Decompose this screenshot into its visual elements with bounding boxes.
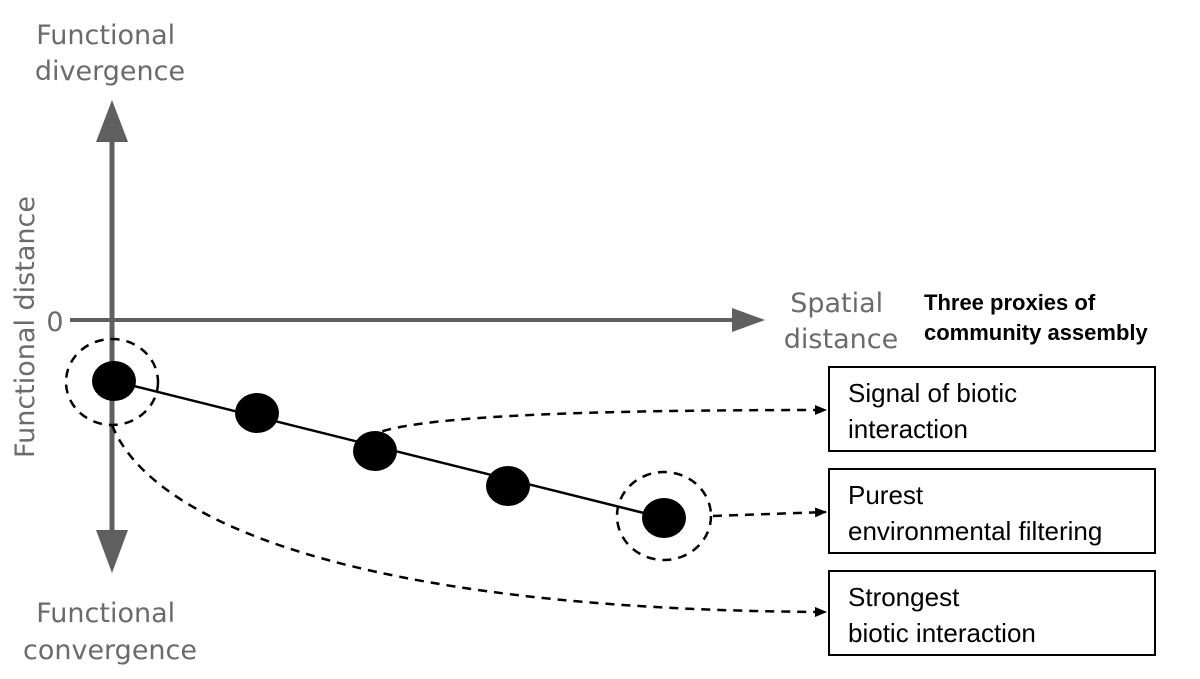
box-purest-environmental-filtering: Purest environmental filtering	[828, 468, 1156, 554]
x-axis-title: Spatial distance	[784, 288, 898, 355]
box-filtering-line-2: environmental filtering	[848, 516, 1102, 546]
connector-to-filtering-box	[712, 507, 827, 518]
proxies-heading-line-1: Three proxies of	[924, 290, 1096, 315]
y-bottom-label-line-1: Functional	[36, 598, 175, 629]
data-point-2	[235, 393, 279, 433]
proxies-heading: Three proxies of community assembly	[924, 290, 1149, 345]
connector-to-strongest-box	[110, 424, 827, 617]
box-strongest-text: Strongest biotic interaction	[848, 582, 1036, 648]
x-axis-title-line-1: Spatial	[790, 288, 883, 319]
x-axis-arrowhead	[732, 308, 765, 332]
box-filtering-frame	[828, 468, 1156, 554]
highlight-circle-last-point	[615, 470, 713, 562]
box-signal-text: Signal of biotic interaction	[848, 378, 1024, 444]
box-signal-line-2: interaction	[848, 414, 968, 444]
box-strongest-frame	[828, 570, 1156, 656]
y-bottom-label: Functional convergence	[23, 598, 197, 666]
y-top-label: Functional divergence	[35, 20, 185, 87]
data-point-5	[642, 498, 686, 538]
data-point-1	[92, 361, 136, 401]
x-axis-title-line-2: distance	[784, 324, 898, 355]
y-axis-title: Functional distance	[10, 196, 41, 458]
box-signal-of-biotic-interaction: Signal of biotic interaction	[828, 366, 1156, 452]
box-strongest-line-2: biotic interaction	[848, 618, 1036, 648]
box-strongest-line-1: Strongest	[848, 582, 960, 612]
y-bottom-label-line-2: convergence	[23, 635, 197, 666]
box-filtering-line-1: Purest	[848, 480, 924, 510]
y-top-label-line-2: divergence	[35, 56, 185, 87]
data-point-4	[486, 466, 530, 506]
data-point-3	[353, 431, 397, 471]
box-strongest-biotic-interaction: Strongest biotic interaction	[828, 570, 1156, 656]
y-axis-down-arrowhead	[96, 530, 128, 573]
box-signal-line-1: Signal of biotic	[848, 378, 1017, 408]
y-axis-up-arrowhead	[96, 100, 128, 142]
box-signal-frame	[828, 366, 1156, 452]
highlight-circle-first-point	[64, 337, 160, 427]
box-filtering-text: Purest environmental filtering	[848, 480, 1102, 546]
y-top-label-line-1: Functional	[36, 20, 175, 51]
proxies-heading-line-2: community assembly	[924, 320, 1149, 345]
zero-label: 0	[46, 307, 63, 338]
connector-to-signal-box	[367, 405, 827, 439]
